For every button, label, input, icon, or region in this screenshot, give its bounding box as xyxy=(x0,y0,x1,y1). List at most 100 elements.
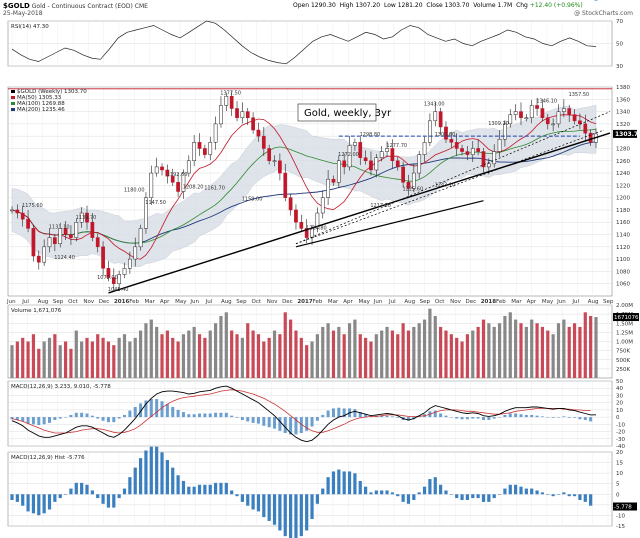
hist-bar xyxy=(331,471,336,495)
x-tick-label: May xyxy=(175,299,187,305)
candle-down xyxy=(444,126,448,140)
hist-bar xyxy=(374,490,378,495)
volume-bar xyxy=(224,312,228,378)
volume-bar xyxy=(251,330,255,378)
price-tick-label: 1380 xyxy=(616,85,630,91)
hist-bar xyxy=(530,488,534,495)
macd-hist-bar xyxy=(123,414,127,418)
candle-down xyxy=(535,105,539,109)
macd-hist-bar xyxy=(74,412,78,418)
macd-hist-bar xyxy=(551,417,555,418)
candle-down xyxy=(299,221,304,229)
volume-bar xyxy=(380,330,384,378)
macd-hist-bar xyxy=(455,417,459,419)
volume-bar xyxy=(171,337,175,378)
volume-bar xyxy=(406,330,411,378)
volume-bar xyxy=(117,337,121,378)
volume-bar xyxy=(85,337,89,378)
candle-down xyxy=(449,139,454,143)
hist-bar xyxy=(171,467,175,495)
volume-bar xyxy=(63,341,68,378)
volume-bar xyxy=(353,319,357,378)
hist-bar xyxy=(535,490,539,495)
hist-bar xyxy=(26,494,30,512)
macd-hist-bar xyxy=(21,417,25,422)
ma100-line xyxy=(11,128,597,244)
hist-bar xyxy=(358,480,362,495)
rsi-line xyxy=(11,20,597,65)
hist-bar xyxy=(514,484,518,495)
candle-up xyxy=(562,108,566,112)
volume-bar xyxy=(90,341,94,378)
macd-hist-bar xyxy=(508,413,512,418)
chg-value: +12.40 (+0.96%) xyxy=(529,2,583,9)
rsi-tick-label: 50 xyxy=(616,42,623,48)
x-tick-label: Sep xyxy=(420,299,431,305)
macd-hist-bar xyxy=(112,417,116,423)
volume-bar xyxy=(181,334,186,378)
volume-tick-label: 2.00M xyxy=(616,303,633,309)
hist-bar xyxy=(187,486,191,495)
macd-hist-bar xyxy=(278,417,282,431)
x-tick-label: Feb xyxy=(129,299,139,305)
candle-up xyxy=(422,142,427,155)
macd-hist-bar xyxy=(358,412,362,418)
volume-bar xyxy=(508,312,512,378)
candle-down xyxy=(261,135,266,149)
hist-bar xyxy=(321,488,325,495)
volume-bar xyxy=(128,341,132,378)
volume-bar xyxy=(572,323,577,378)
x-tick-label: Apr xyxy=(343,299,353,305)
volume-bar xyxy=(583,312,587,378)
hist-bar xyxy=(283,494,287,537)
x-tick-label: Jul xyxy=(388,299,396,305)
candle-down xyxy=(363,157,368,162)
volume-bar xyxy=(524,326,528,378)
macd-tick-label: 20 xyxy=(616,401,623,407)
hist-bar xyxy=(256,494,261,512)
hist-marker xyxy=(613,502,637,511)
macd-hist-bar xyxy=(530,414,534,418)
low-value: 1281.20 xyxy=(397,2,423,9)
macd-hist-bar xyxy=(26,417,30,424)
volume-bar xyxy=(15,341,19,378)
volume-bar xyxy=(69,348,73,378)
candle-down xyxy=(85,212,89,223)
candle-up xyxy=(133,246,138,260)
hist-bar xyxy=(192,486,196,495)
hist-bar xyxy=(21,494,25,506)
macd-hist-bar xyxy=(460,417,464,420)
macd-hist-bar xyxy=(106,417,110,423)
price-annotation: 1272.00 xyxy=(338,152,359,158)
candle-up xyxy=(122,268,127,275)
price-annotation: 1217.50 xyxy=(370,203,391,209)
macd-hist-bar xyxy=(583,417,587,420)
volume-bar xyxy=(289,319,293,378)
macd-hist-bar xyxy=(69,414,73,418)
macd-hist-bar xyxy=(524,414,528,418)
hist-bar xyxy=(347,471,352,495)
volume-bar xyxy=(481,319,486,378)
candle-up xyxy=(186,160,191,174)
macd-hist-bar xyxy=(562,416,566,418)
hist-bar xyxy=(251,494,255,510)
x-tick-label: 2018 xyxy=(481,299,496,305)
hist-bar xyxy=(546,494,550,495)
hist-bar xyxy=(85,484,89,495)
volume-bar xyxy=(347,323,352,378)
hist-bar xyxy=(235,494,239,497)
hist-bar xyxy=(337,469,341,495)
macd-hist-bar xyxy=(481,417,485,420)
macd-hist-bar xyxy=(192,414,196,418)
macd-hist-bar xyxy=(289,417,293,435)
hist-bar xyxy=(540,492,545,495)
macd-hist-bar xyxy=(176,409,180,418)
hist-bar xyxy=(497,494,502,495)
volume-bar xyxy=(133,337,137,378)
macd-hist-bar xyxy=(519,414,523,418)
volume-bar xyxy=(428,308,432,378)
hist-bar xyxy=(439,484,443,495)
hist-bar xyxy=(31,494,36,514)
volume-bar xyxy=(246,323,250,378)
volume-bar xyxy=(556,323,561,378)
